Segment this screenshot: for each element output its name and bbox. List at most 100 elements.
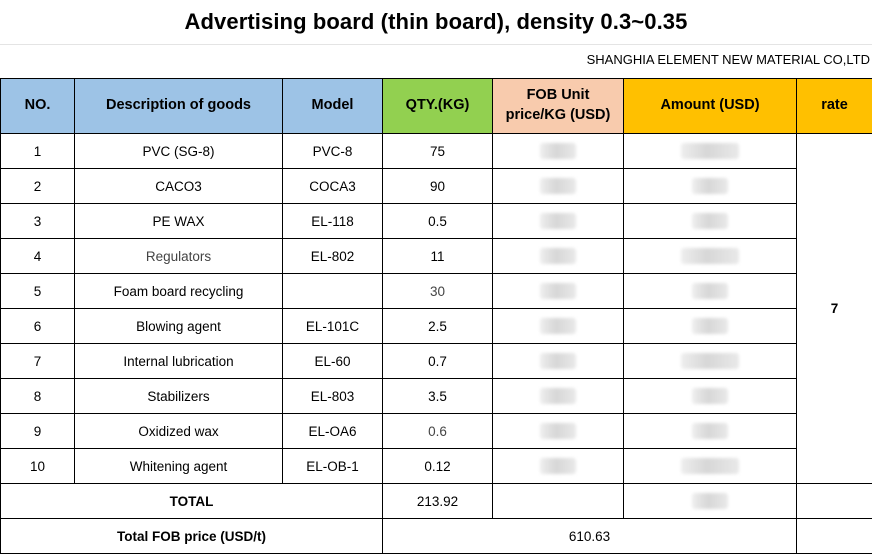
cell-description: PVC (SG-8) — [74, 133, 283, 169]
redaction-blur — [540, 283, 576, 300]
cell-description: Internal lubrication — [74, 343, 283, 379]
quotation-table: NO. Description of goods Model QTY.(KG) … — [0, 78, 872, 554]
redaction-blur — [540, 353, 576, 370]
cell-qty: 2.5 — [382, 308, 493, 344]
table-row: 1 PVC (SG-8) PVC-8 75 7 — [0, 133, 872, 484]
cell-unit-price-redacted — [492, 238, 624, 274]
cell-amount-redacted — [623, 308, 797, 344]
header-qty: QTY.(KG) — [382, 78, 493, 134]
header-no: NO. — [0, 78, 75, 134]
header-fob-unit-price: FOB Unit price/KG (USD) — [492, 78, 624, 134]
cell-description: CACO3 — [74, 168, 283, 204]
cell-amount-redacted — [623, 343, 797, 379]
total-unit-price-empty — [492, 483, 624, 519]
total-fob-value: 610.63 — [382, 518, 797, 554]
redaction-blur — [540, 458, 576, 475]
redaction-blur — [692, 318, 728, 335]
total-label: TOTAL — [0, 483, 383, 519]
redaction-blur — [681, 248, 739, 265]
cell-unit-price-redacted — [492, 448, 624, 484]
cell-qty: 30 — [382, 273, 493, 309]
page-title: Advertising board (thin board), density … — [184, 9, 688, 34]
redaction-blur — [540, 388, 576, 405]
cell-description: Regulators — [74, 238, 283, 274]
cell-model: EL-118 — [282, 203, 383, 239]
redaction-blur — [681, 353, 739, 370]
cell-description: PE WAX — [74, 203, 283, 239]
redaction-blur — [540, 423, 576, 440]
cell-unit-price-redacted — [492, 133, 624, 169]
cell-model: COCA3 — [282, 168, 383, 204]
cell-amount-redacted — [623, 133, 797, 169]
header-amount: Amount (USD) — [623, 78, 797, 134]
cell-no: 9 — [0, 413, 75, 449]
cell-model: PVC-8 — [282, 133, 383, 169]
table-row: 7 Internal lubrication EL-60 0.7 — [0, 343, 872, 379]
cell-qty: 75 — [382, 133, 493, 169]
redaction-blur — [692, 388, 728, 405]
redaction-blur — [540, 213, 576, 230]
cell-qty: 3.5 — [382, 378, 493, 414]
cell-no: 8 — [0, 378, 75, 414]
redaction-blur — [540, 318, 576, 335]
cell-qty: 0.6 — [382, 413, 493, 449]
cell-rate: 7 — [796, 133, 872, 484]
table-row: 5 Foam board recycling 30 — [0, 273, 872, 309]
company-name: SHANGHIA ELEMENT NEW MATERIAL CO,LTD — [586, 52, 870, 67]
cell-no: 5 — [0, 273, 75, 309]
title-divider — [0, 44, 872, 45]
header-fob-line1: FOB Unit — [526, 87, 590, 104]
redaction-blur — [540, 143, 576, 160]
redaction-blur — [692, 213, 728, 230]
table-row: 2 CACO3 COCA3 90 — [0, 168, 872, 204]
cell-no: 10 — [0, 448, 75, 484]
redaction-blur — [692, 178, 728, 195]
cell-unit-price-redacted — [492, 308, 624, 344]
cell-description: Blowing agent — [74, 308, 283, 344]
total-fob-label: Total FOB price (USD/t) — [0, 518, 383, 554]
table-row: 9 Oxidized wax EL-OA6 0.6 — [0, 413, 872, 449]
cell-amount-redacted — [623, 273, 797, 309]
total-rate-empty — [796, 483, 872, 519]
cell-description: Stabilizers — [74, 378, 283, 414]
cell-unit-price-redacted — [492, 203, 624, 239]
cell-description: Foam board recycling — [74, 273, 283, 309]
cell-description: Oxidized wax — [74, 413, 283, 449]
redaction-blur — [692, 423, 728, 440]
cell-no: 3 — [0, 203, 75, 239]
table-row: 8 Stabilizers EL-803 3.5 — [0, 378, 872, 414]
cell-model: EL-101C — [282, 308, 383, 344]
cell-no: 4 — [0, 238, 75, 274]
redaction-blur — [681, 458, 739, 475]
redaction-blur — [681, 143, 739, 160]
cell-unit-price-redacted — [492, 168, 624, 204]
table-row: 3 PE WAX EL-118 0.5 — [0, 203, 872, 239]
cell-model: EL-802 — [282, 238, 383, 274]
cell-model: EL-OA6 — [282, 413, 383, 449]
cell-no: 2 — [0, 168, 75, 204]
cell-qty: 0.12 — [382, 448, 493, 484]
total-fob-rate-empty — [796, 518, 872, 554]
table-row: 4 Regulators EL-802 11 — [0, 238, 872, 274]
redaction-blur — [540, 248, 576, 265]
cell-qty: 0.5 — [382, 203, 493, 239]
cell-qty: 0.7 — [382, 343, 493, 379]
cell-no: 6 — [0, 308, 75, 344]
cell-unit-price-redacted — [492, 413, 624, 449]
header-model: Model — [282, 78, 383, 134]
cell-amount-redacted — [623, 378, 797, 414]
table-row: 10 Whitening agent EL-OB-1 0.12 — [0, 448, 872, 484]
cell-amount-redacted — [623, 203, 797, 239]
cell-model — [282, 273, 383, 309]
cell-amount-redacted — [623, 238, 797, 274]
redaction-blur — [692, 493, 728, 510]
cell-unit-price-redacted — [492, 378, 624, 414]
total-fob-row: Total FOB price (USD/t) 610.63 — [0, 518, 872, 554]
total-qty: 213.92 — [382, 483, 493, 519]
cell-no: 7 — [0, 343, 75, 379]
cell-model: EL-OB-1 — [282, 448, 383, 484]
cell-qty: 90 — [382, 168, 493, 204]
redaction-blur — [692, 283, 728, 300]
cell-model: EL-803 — [282, 378, 383, 414]
header-description: Description of goods — [74, 78, 283, 134]
